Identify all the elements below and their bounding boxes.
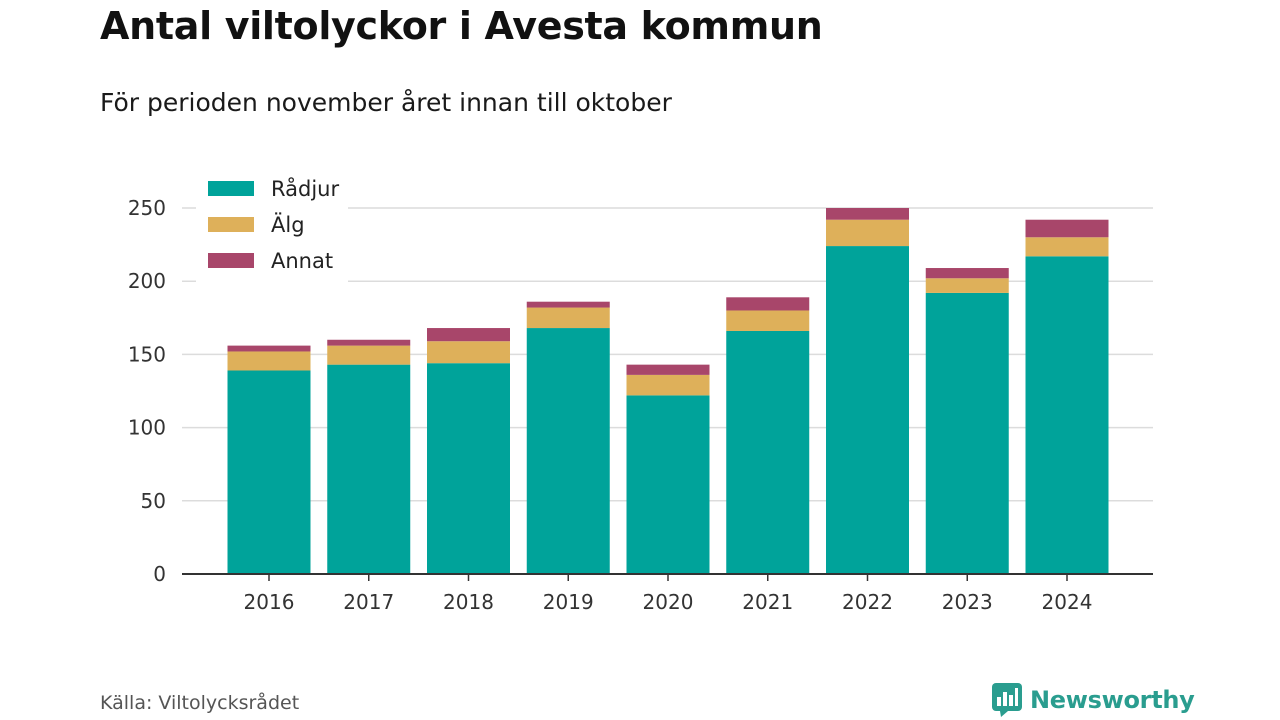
bar-chart-speech-bubble-icon (992, 683, 1022, 717)
bar-2018-Annat (427, 328, 510, 342)
bar-2023-Rådjur (925, 292, 1009, 574)
x-tick-label: 2020 (643, 590, 694, 614)
bar-2020-Annat (626, 364, 710, 375)
stacked-bar-chart: 0 50 100 150 200 250 2016 2017 2018 2019 2020 2021… (127, 172, 1153, 614)
bar-2019-Annat (526, 301, 610, 308)
bars (227, 208, 1109, 574)
x-tick-label: 2018 (443, 590, 494, 614)
bar-2018-Älg (427, 341, 510, 364)
brand-name: Newsworthy (1030, 686, 1195, 714)
bar-2021-Annat (726, 297, 810, 311)
bar-2020-Älg (626, 374, 710, 396)
legend-swatch (208, 181, 254, 196)
x-tick-label: 2024 (1042, 590, 1093, 614)
legend-swatch (208, 253, 254, 268)
bar-2016-Annat (227, 345, 311, 352)
y-axis-ticks: 0 50 100 150 200 250 (128, 196, 166, 586)
chart-subtitle: För perioden november året innan till ok… (100, 88, 672, 117)
x-tick-label: 2022 (842, 590, 893, 614)
bar-2017-Älg (327, 345, 411, 365)
y-tick-label: 100 (128, 416, 166, 440)
chart-title: Antal viltolyckor i Avesta kommun (100, 4, 823, 48)
bar-2016-Rådjur (227, 370, 311, 574)
legend-swatch (208, 217, 254, 232)
legend-label: Älg (271, 212, 305, 237)
y-tick-label: 50 (141, 489, 166, 513)
source-note: Källa: Viltolycksrådet (100, 692, 300, 714)
bar-2022-Annat (826, 208, 909, 220)
bar-2023-Älg (925, 278, 1009, 293)
bar-2017-Annat (327, 339, 411, 346)
y-tick-label: 200 (128, 269, 166, 293)
bar-2024-Rådjur (1025, 256, 1109, 574)
bar-2020-Rådjur (626, 395, 710, 574)
bar-2021-Älg (726, 310, 810, 331)
x-tick-label: 2023 (942, 590, 993, 614)
bar-2024-Älg (1025, 237, 1109, 257)
bar-2022-Älg (826, 219, 909, 247)
x-tick-label: 2019 (543, 590, 594, 614)
x-tick-label: 2016 (244, 590, 295, 614)
bar-2017-Rådjur (327, 364, 411, 574)
y-tick-label: 0 (153, 562, 166, 586)
x-tick-label: 2017 (343, 590, 394, 614)
brand-logo: Newsworthy (992, 682, 1195, 718)
bar-2022-Rådjur (826, 246, 909, 574)
bar-2018-Rådjur (427, 363, 510, 574)
y-tick-label: 150 (128, 342, 166, 366)
bar-2019-Älg (526, 307, 610, 329)
bar-2023-Annat (925, 268, 1009, 279)
x-axis-ticks: 2016 2017 2018 2019 2020 2021 2022 2023 2024 (244, 574, 1093, 614)
bar-2019-Rådjur (526, 328, 610, 574)
bar-2024-Annat (1025, 219, 1109, 238)
y-tick-label: 250 (128, 196, 166, 220)
bar-2016-Älg (227, 351, 311, 371)
legend-label: Annat (271, 249, 333, 273)
x-tick-label: 2021 (742, 590, 793, 614)
legend: Rådjur Älg Annat (196, 172, 348, 282)
bar-2021-Rådjur (726, 330, 810, 574)
legend-label: Rådjur (271, 176, 339, 201)
